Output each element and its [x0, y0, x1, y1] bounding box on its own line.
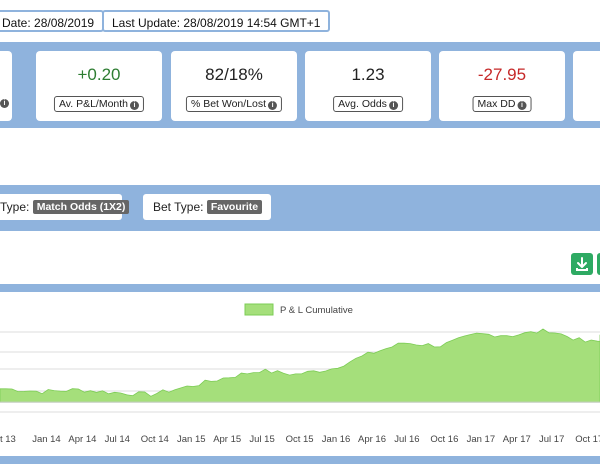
stat-value: +0.20 — [77, 65, 121, 84]
chart-legend: P & L Cumulative — [244, 303, 353, 316]
x-tick-label: Apr 15 — [213, 434, 241, 445]
x-tick-label: Jan 15 — [177, 434, 206, 445]
x-tick-label: Jan 16 — [322, 434, 351, 445]
stat-card-partial-left: i — [0, 51, 12, 121]
market-type-tag: Match Odds (1X2) — [32, 200, 130, 214]
info-icon[interactable]: i — [388, 101, 398, 110]
series-area — [0, 328, 600, 403]
x-tick-label: Apr 16 — [358, 434, 386, 445]
export-button-partial[interactable] — [597, 253, 600, 275]
bet-type-filter[interactable]: Bet Type: Favourite — [143, 194, 271, 220]
bottom-bar — [0, 456, 600, 464]
bet-type-label: Bet Type: — [153, 200, 204, 214]
info-icon[interactable]: i — [268, 101, 278, 110]
info-icon[interactable]: i — [0, 99, 9, 108]
market-type-label: Type: — [0, 200, 30, 214]
x-tick-label: Apr 14 — [68, 434, 96, 445]
x-tick-label: Apr 17 — [503, 434, 531, 445]
stat-label: % Bet Won/Lost — [190, 98, 267, 110]
info-icon[interactable]: i — [130, 101, 140, 110]
market-type-filter[interactable]: Type: Match Odds (1X2) — [0, 194, 130, 220]
chart-x-axis: t 13 Jan 14 Apr 14 Jul 14 Oct 14 Jan 15 Apr 15… — [0, 434, 600, 445]
stat-value: 82/18% — [205, 65, 263, 84]
x-tick-label: Oct 15 — [286, 434, 314, 445]
x-tick-label: Oct 17 — [575, 434, 600, 445]
last-update-pill: Last Update: 28/08/2019 14:54 GMT+1 — [102, 10, 331, 32]
stat-card-max-dd: -27.95 Max DD i — [439, 51, 565, 121]
last-update-label: Last Update: 28/08/2019 14:54 GMT+1 — [112, 16, 321, 30]
x-tick-label: Jul 14 — [105, 434, 130, 445]
stat-value: 1.23 — [351, 65, 385, 84]
chart-area-layer — [0, 328, 600, 403]
bet-type-tag: Favourite — [206, 200, 263, 214]
stat-label: Av. P&L/Month — [58, 98, 129, 110]
x-tick-label: t 13 — [0, 434, 16, 445]
stat-card-bet-won-lost: 82/18% % Bet Won/Lost i — [171, 51, 297, 121]
stat-label-box[interactable]: Max DD i — [472, 96, 532, 112]
x-tick-label: Oct 16 — [430, 434, 458, 445]
x-tick-label: Jul 17 — [539, 434, 564, 445]
legend-swatch — [244, 303, 274, 316]
stat-card-partial-right — [573, 51, 600, 121]
date-pill: Date: 28/08/2019 — [0, 10, 105, 32]
download-icon — [576, 257, 588, 271]
pl-cumulative-chart: P & L Cumulative t 13 Jan 14 Apr 14 Jul 14 O… — [0, 303, 600, 445]
stat-value: -27.95 — [477, 65, 527, 84]
download-button[interactable] — [571, 253, 593, 275]
chart-frame — [0, 284, 600, 450]
date-label: Date: 28/08/2019 — [2, 16, 95, 30]
stat-card-avg-odds: 1.23 Avg. Odds i — [305, 51, 431, 121]
stat-card-avg-pl-month: +0.20 Av. P&L/Month i — [36, 51, 162, 121]
x-tick-label: Jul 15 — [249, 434, 274, 445]
stat-label-box[interactable]: Av. P&L/Month i — [53, 96, 145, 112]
legend-label: P & L Cumulative — [280, 305, 353, 316]
stat-label: Avg. Odds — [338, 98, 387, 110]
x-tick-label: Jan 17 — [467, 434, 496, 445]
stat-label-box[interactable]: % Bet Won/Lost i — [185, 96, 283, 112]
stat-label-box[interactable]: Avg. Odds i — [333, 96, 403, 112]
x-tick-label: Jul 16 — [394, 434, 419, 445]
x-tick-label: Jan 14 — [32, 434, 61, 445]
stat-label: Max DD — [477, 98, 516, 110]
x-tick-label: Oct 14 — [141, 434, 169, 445]
info-icon[interactable]: i — [517, 101, 527, 110]
